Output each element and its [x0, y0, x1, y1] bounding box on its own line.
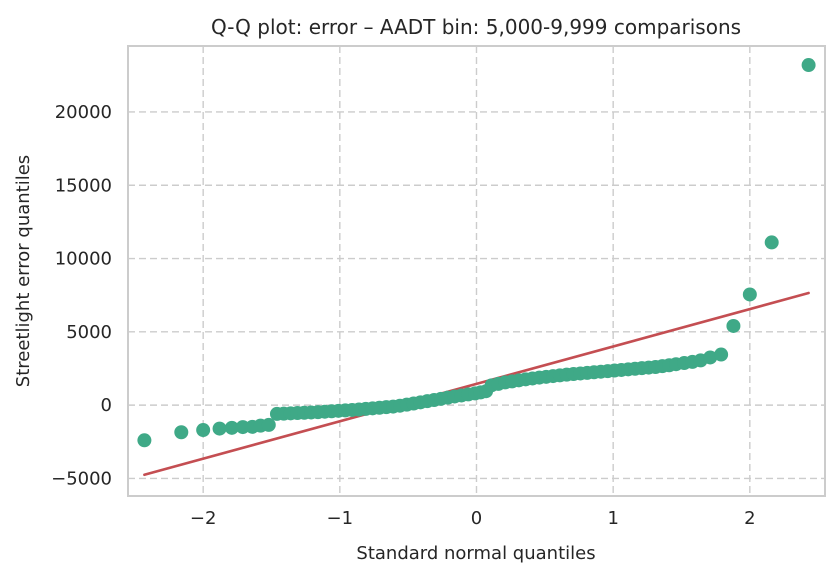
x-tick-labels: −2 −1 0 1 2: [190, 508, 756, 529]
chart-title: Q-Q plot: error – AADT bin: 5,000-9,999 …: [211, 15, 741, 39]
data-point: [801, 58, 816, 73]
data-point: [212, 421, 227, 436]
x-tick-label: −1: [327, 508, 354, 529]
x-tick-label: 1: [607, 508, 618, 529]
plot-frame: [127, 45, 826, 497]
x-axis-label: Standard normal quantiles: [356, 543, 595, 564]
y-tick-label: 0: [101, 395, 112, 416]
y-tick-label: 10000: [55, 249, 112, 270]
data-point: [764, 235, 779, 250]
data-point: [703, 350, 718, 365]
x-tick-label: 2: [744, 508, 755, 529]
data-point: [261, 417, 276, 432]
data-point: [137, 433, 152, 448]
x-tick-label: −2: [190, 508, 217, 529]
y-axis-label: Streetlight error quantiles: [13, 155, 34, 387]
data-point: [726, 318, 741, 333]
data-point: [196, 423, 211, 438]
fit-line-layer: [143, 291, 810, 477]
y-tick-label: 15000: [55, 175, 112, 196]
data-point: [742, 287, 757, 302]
reference-fit-line: [143, 291, 810, 477]
y-tick-label: 5000: [66, 322, 112, 343]
data-point: [714, 347, 729, 362]
points-layer: [137, 58, 816, 448]
data-point: [174, 425, 189, 440]
y-tick-label: −5000: [51, 468, 112, 489]
x-tick-label: 0: [471, 508, 482, 529]
y-tick-labels: −5000 0 5000 10000 15000 20000: [51, 102, 112, 489]
y-tick-label: 20000: [55, 102, 112, 123]
data-point: [224, 420, 239, 435]
